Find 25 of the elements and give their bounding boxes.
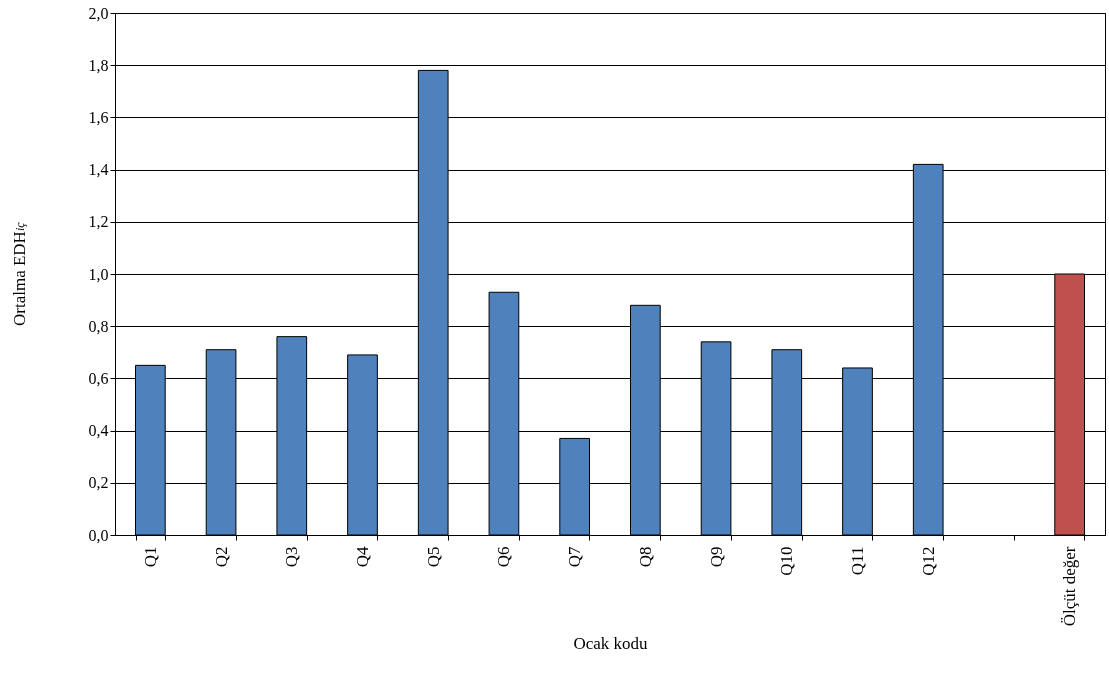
x-tick-label: Q7: [565, 546, 585, 568]
x-tick-label: Ölçüt değer: [1060, 546, 1080, 627]
x-tick-label: Q10: [777, 546, 797, 576]
y-tick-label: 0,4: [88, 422, 109, 440]
x-tick-label: Q5: [423, 546, 443, 568]
x-tick-label: Q8: [635, 546, 655, 568]
x-tick-label: Q4: [353, 546, 372, 568]
x-tick-label: Q3: [282, 546, 302, 568]
x-tick-label: Q6: [494, 546, 514, 568]
y-tick-label: 0,8: [88, 317, 109, 335]
y-tick-label: 1,8: [88, 56, 109, 74]
y-tick-label: 0,6: [88, 369, 109, 387]
y-tick-label: 2,0: [88, 4, 109, 22]
y-tick-label: 0,2: [88, 474, 109, 492]
y-tick-label: 1,6: [88, 108, 109, 126]
x-tick-label: Q2: [211, 546, 231, 568]
y-tick-label: 1,2: [88, 213, 109, 231]
x-axis-title: Ocak kodu: [573, 634, 649, 654]
x-tick-label: Q11: [848, 546, 867, 576]
x-tick-label: Q12: [918, 546, 938, 576]
y-tick-label: 1,0: [88, 265, 109, 283]
y-tick-label: 1,4: [88, 161, 109, 179]
x-tick-label: Q9: [706, 546, 726, 568]
x-tick-label: Q1: [140, 546, 160, 568]
y-tick-label: 0,0: [88, 526, 109, 544]
